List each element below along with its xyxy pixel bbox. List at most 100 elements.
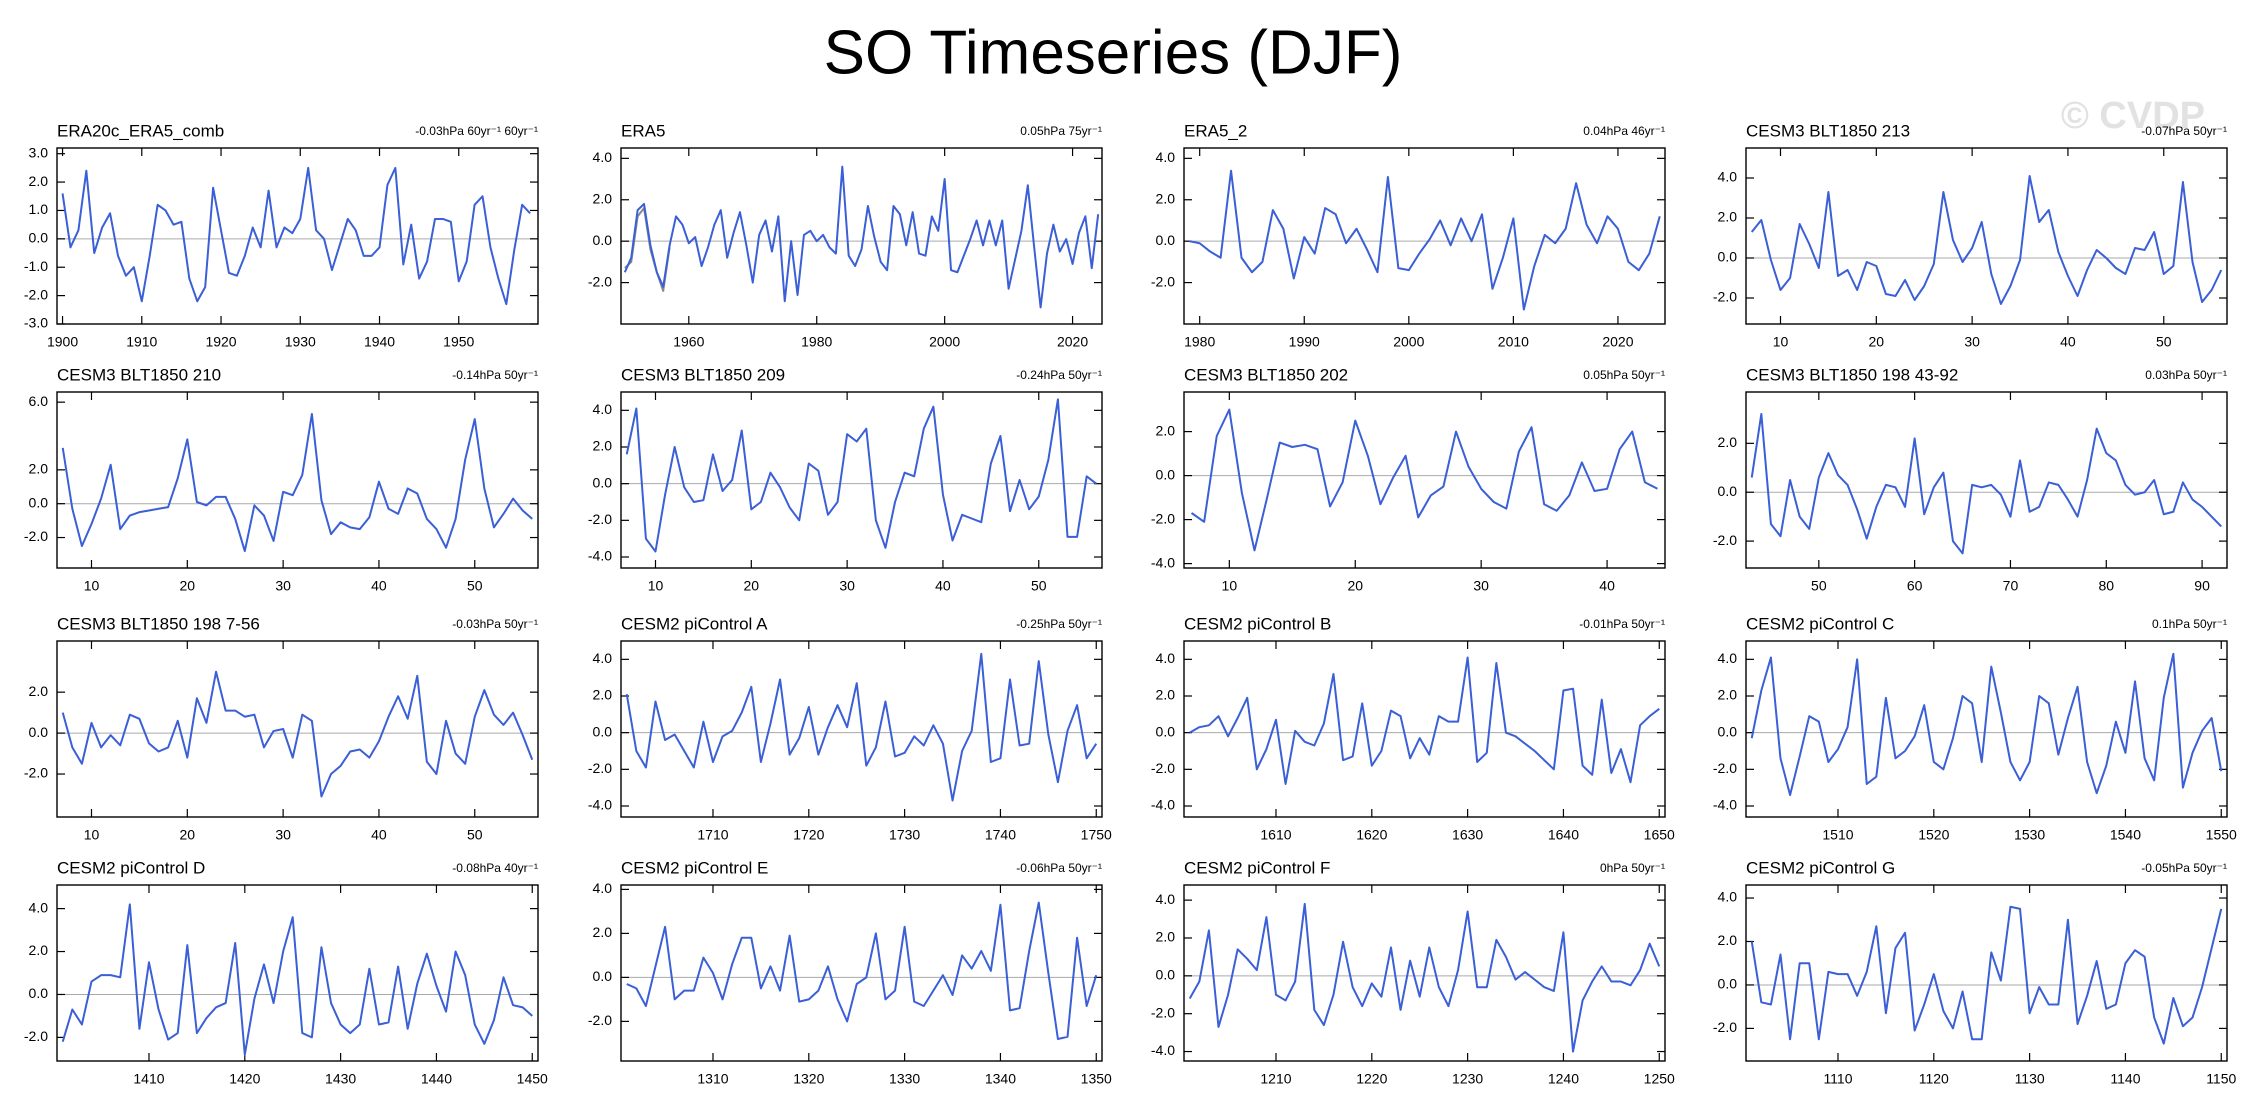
panel-title: CESM3 BLT1850 198 7-56 xyxy=(57,614,260,633)
y-tick-label: -4.0 xyxy=(588,797,612,813)
x-tick-label: 1920 xyxy=(205,334,236,350)
y-tick-label: 2.0 xyxy=(593,438,613,454)
x-tick-label: 50 xyxy=(467,578,483,594)
x-tick-label: 1640 xyxy=(1548,827,1579,843)
x-tick-label: 30 xyxy=(1964,334,1980,350)
panel-title: ERA20c_ERA5_comb xyxy=(57,121,224,140)
y-tick-label: 0.0 xyxy=(1156,723,1176,739)
panel-title: CESM3 BLT1850 210 xyxy=(57,365,221,384)
series-line xyxy=(1750,905,2223,1045)
panel-subtitle: -0.25hPa 50yr⁻¹ xyxy=(1016,617,1102,631)
panel-title: CESM2 piControl G xyxy=(1746,858,1895,877)
y-tick-label: 2.0 xyxy=(1718,434,1738,450)
y-tick-label: 0.0 xyxy=(593,968,613,984)
plot-frame xyxy=(620,884,1103,1062)
y-tick-label: -2.0 xyxy=(1151,510,1175,526)
x-tick-label: 1720 xyxy=(793,827,824,843)
y-tick-label: 0.0 xyxy=(1156,466,1176,482)
y-tick-label: -4.0 xyxy=(1713,797,1737,813)
series-line xyxy=(1189,656,1660,785)
x-tick-label: 1220 xyxy=(1356,1071,1387,1087)
y-tick-label: 0.0 xyxy=(29,230,49,246)
series-line xyxy=(1750,175,2223,305)
watermark: © CVDP xyxy=(2061,95,2205,137)
y-tick-label: 6.0 xyxy=(29,393,49,409)
x-tick-label: 1990 xyxy=(1289,334,1320,350)
y-tick-label: -2.0 xyxy=(588,273,612,289)
panel-title: CESM2 piControl D xyxy=(57,858,205,877)
y-tick-label: 2.0 xyxy=(593,190,613,206)
series-line xyxy=(61,903,533,1056)
plot-frame xyxy=(56,391,539,569)
panel-subtitle: -0.01hPa 50yr⁻¹ xyxy=(1579,617,1665,631)
x-tick-label: 20 xyxy=(1347,578,1363,594)
panel-title: CESM2 piControl B xyxy=(1184,614,1331,633)
panel-title: CESM2 piControl F xyxy=(1184,858,1330,877)
y-tick-label: 4.0 xyxy=(1718,650,1738,666)
x-tick-label: 30 xyxy=(275,578,291,594)
y-tick-label: -4.0 xyxy=(1151,797,1175,813)
y-tick-label: 0.0 xyxy=(1718,483,1738,499)
panel-title: CESM2 piControl C xyxy=(1746,614,1894,633)
plot-frame xyxy=(56,147,539,325)
x-tick-label: 50 xyxy=(1031,578,1047,594)
plot-frame xyxy=(620,391,1103,569)
y-tick-label: -2.0 xyxy=(1151,273,1175,289)
series-line xyxy=(61,670,534,798)
x-tick-label: 1980 xyxy=(801,334,832,350)
y-tick-label: -2.0 xyxy=(588,760,612,776)
panel-subtitle: -0.14hPa 50yr⁻¹ xyxy=(452,368,538,382)
y-tick-label: 0.0 xyxy=(1718,976,1738,992)
y-tick-label: 1.0 xyxy=(29,201,49,217)
y-tick-label: 0.0 xyxy=(29,724,49,740)
panel-subtitle: -0.24hPa 50yr⁻¹ xyxy=(1016,368,1102,382)
y-tick-label: 2.0 xyxy=(1156,687,1176,703)
y-tick-label: 4.0 xyxy=(1156,891,1176,907)
x-tick-label: 50 xyxy=(2156,334,2172,350)
series-line xyxy=(623,165,1100,309)
x-tick-label: 1730 xyxy=(889,827,920,843)
y-tick-label: 2.0 xyxy=(29,461,49,477)
y-tick-label: 4.0 xyxy=(1718,889,1738,905)
x-tick-label: 1960 xyxy=(673,334,704,350)
y-tick-label: -2.0 xyxy=(1713,532,1737,548)
x-tick-label: 1950 xyxy=(443,334,474,350)
y-tick-label: 2.0 xyxy=(1718,687,1738,703)
x-tick-label: 40 xyxy=(1599,578,1615,594)
x-tick-label: 1630 xyxy=(1452,827,1483,843)
x-tick-label: 10 xyxy=(84,578,100,594)
x-tick-label: 30 xyxy=(275,827,291,843)
x-tick-label: 1550 xyxy=(2206,827,2237,843)
x-tick-label: 30 xyxy=(839,578,855,594)
x-tick-label: 70 xyxy=(2003,578,2019,594)
x-tick-label: 1310 xyxy=(697,1071,728,1087)
y-tick-label: -2.0 xyxy=(24,765,48,781)
plot-frame xyxy=(620,147,1103,325)
x-tick-label: 1900 xyxy=(47,334,78,350)
y-tick-label: 4.0 xyxy=(29,899,49,915)
plot-frame xyxy=(1183,640,1666,818)
x-tick-label: 1910 xyxy=(126,334,157,350)
panel-subtitle: 0hPa 50yr⁻¹ xyxy=(1600,861,1665,875)
x-tick-label: 1940 xyxy=(364,334,395,350)
y-tick-label: -4.0 xyxy=(1151,1042,1175,1058)
series-line xyxy=(625,652,1098,802)
y-tick-label: -4.0 xyxy=(1151,554,1175,570)
x-tick-label: 1410 xyxy=(133,1071,164,1087)
y-tick-label: -2.0 xyxy=(1151,760,1175,776)
y-tick-label: 4.0 xyxy=(593,149,613,165)
x-tick-label: 1230 xyxy=(1452,1071,1483,1087)
y-tick-label: 4.0 xyxy=(593,650,613,666)
x-tick-label: 20 xyxy=(180,827,196,843)
x-tick-label: 40 xyxy=(371,578,387,594)
series-line xyxy=(1189,169,1661,311)
y-tick-label: 0.0 xyxy=(1156,967,1176,983)
y-tick-label: 2.0 xyxy=(1156,422,1176,438)
x-tick-label: 20 xyxy=(180,578,196,594)
y-tick-label: -1.0 xyxy=(24,258,48,274)
x-tick-label: 30 xyxy=(1473,578,1489,594)
x-tick-label: 1540 xyxy=(2110,827,2141,843)
x-tick-label: 1250 xyxy=(1644,1071,1675,1087)
series-line xyxy=(1188,902,1661,1053)
x-tick-label: 1240 xyxy=(1548,1071,1579,1087)
